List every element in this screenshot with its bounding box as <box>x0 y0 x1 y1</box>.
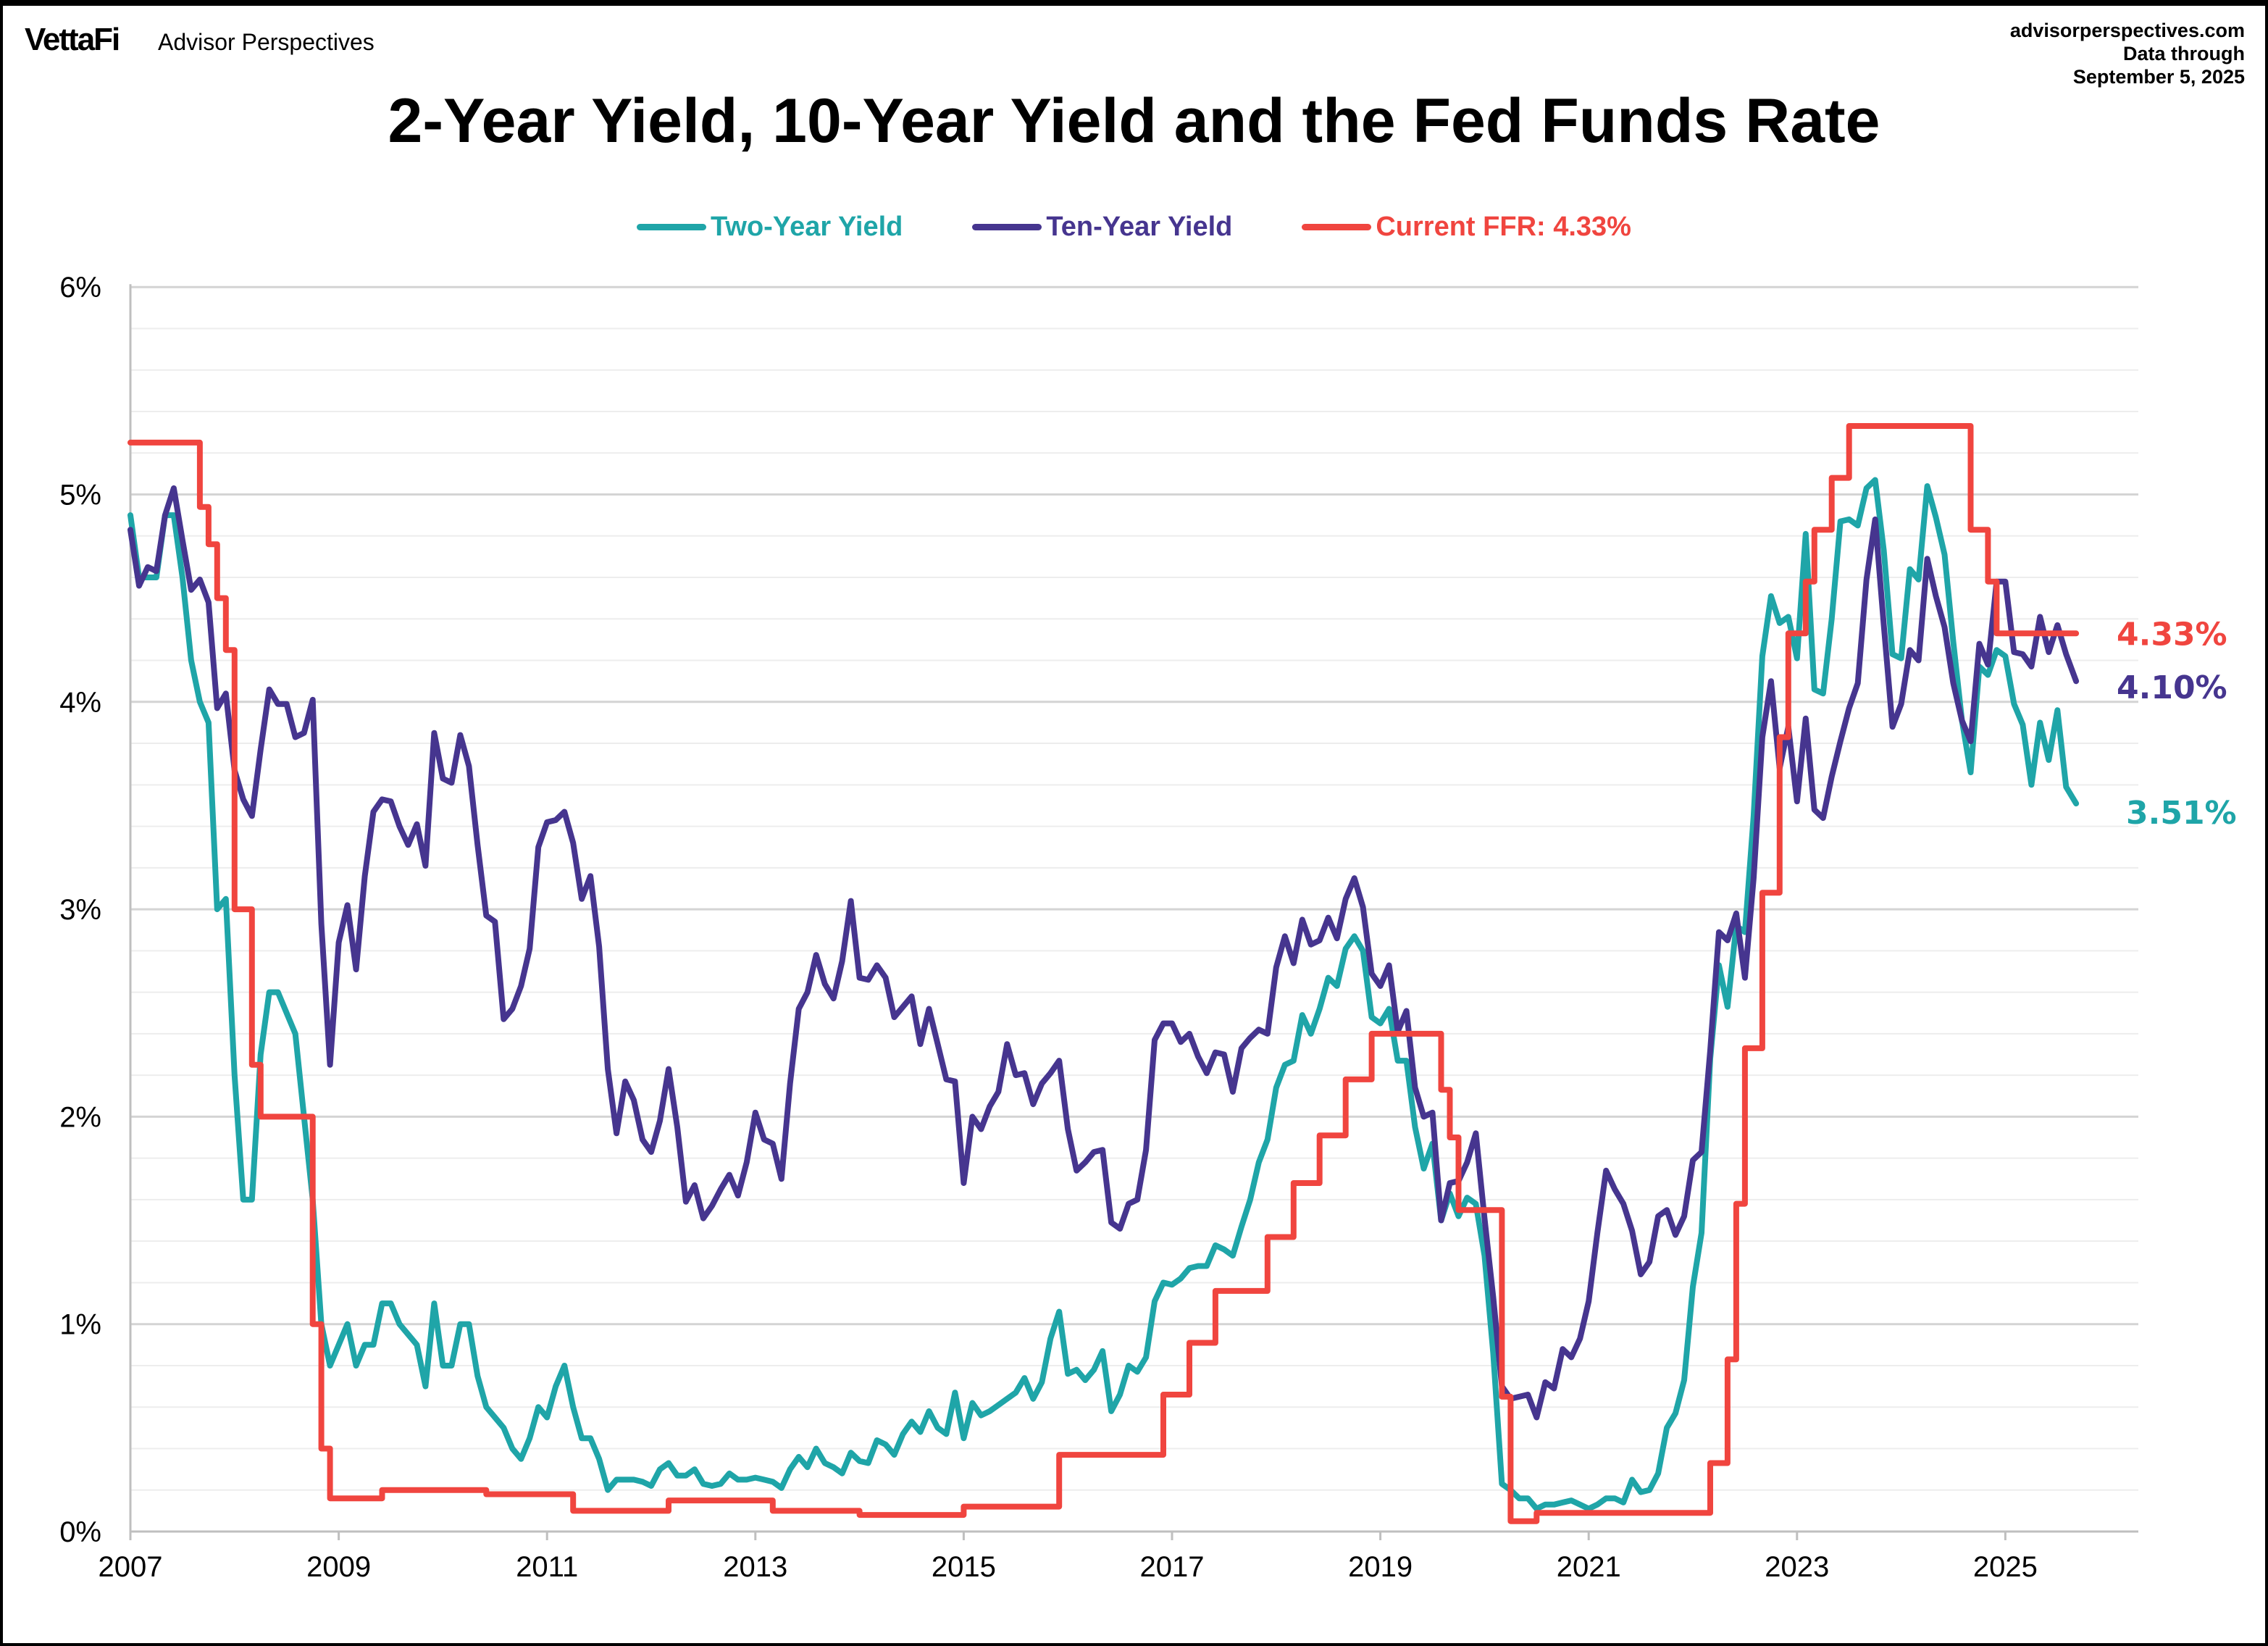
data-through-label: Data through <box>2123 43 2245 64</box>
y-tick-label: 6% <box>59 272 101 304</box>
x-tick-label: 2021 <box>1557 1551 1621 1583</box>
x-tick-label: 2009 <box>306 1551 371 1583</box>
y-tick-label: 1% <box>59 1309 101 1341</box>
ffr-line <box>127 423 2080 1524</box>
x-tick-label: 2017 <box>1140 1551 1205 1583</box>
ten-year-yield-line <box>127 485 2080 1421</box>
source-url: advisorperspectives.com <box>2009 20 2245 41</box>
x-tick-label: 2013 <box>723 1551 787 1583</box>
end-label-ffr: 4.33% <box>2117 616 2227 653</box>
vettafi-logo: VettaFi <box>25 22 120 57</box>
source-note: advisorperspectives.com Data through Sep… <box>2010 19 2245 88</box>
legend-label-ten-year: Ten-Year Yield <box>1046 212 1233 242</box>
y-tick-label: 2% <box>59 1101 101 1133</box>
end-label-two-year: 3.51% <box>2126 795 2237 832</box>
y-tick-label: 3% <box>59 894 101 926</box>
x-tick-label: 2023 <box>1765 1551 1829 1583</box>
x-tick-label: 2007 <box>99 1551 163 1583</box>
legend-label-two-year: Two-Year Yield <box>711 212 903 242</box>
legend-swatch-ffr <box>1302 224 1372 230</box>
y-tick-label: 0% <box>59 1516 101 1548</box>
x-tick-label: 2015 <box>932 1551 996 1583</box>
legend-swatch-ten-year <box>972 224 1042 230</box>
x-tick-label: 2019 <box>1348 1551 1413 1583</box>
end-label-ten-year: 4.10% <box>2117 669 2227 706</box>
legend-swatch-two-year <box>637 224 706 230</box>
x-tick-label: 2025 <box>1973 1551 2038 1583</box>
two-year-yield-line <box>127 477 2080 1512</box>
legend-item-ffr: Current FFR: 4.33% <box>1302 212 1631 243</box>
brand-name: Advisor Perspectives <box>158 29 374 55</box>
legend-item-ten-year: Ten-Year Yield <box>972 212 1232 243</box>
y-tick-label: 5% <box>59 480 101 511</box>
chart-title: 2-Year Yield, 10-Year Yield and the Fed … <box>388 86 1880 156</box>
y-tick-label: 4% <box>59 687 101 719</box>
legend-item-two-year: Two-Year Yield <box>637 212 903 243</box>
data-through-date: September 5, 2025 <box>2072 66 2245 88</box>
x-tick-label: 2011 <box>516 1551 578 1583</box>
legend-label-ffr: Current FFR: 4.33% <box>1376 212 1631 242</box>
legend: Two-Year Yield Ten-Year Yield Current FF… <box>0 212 2268 243</box>
